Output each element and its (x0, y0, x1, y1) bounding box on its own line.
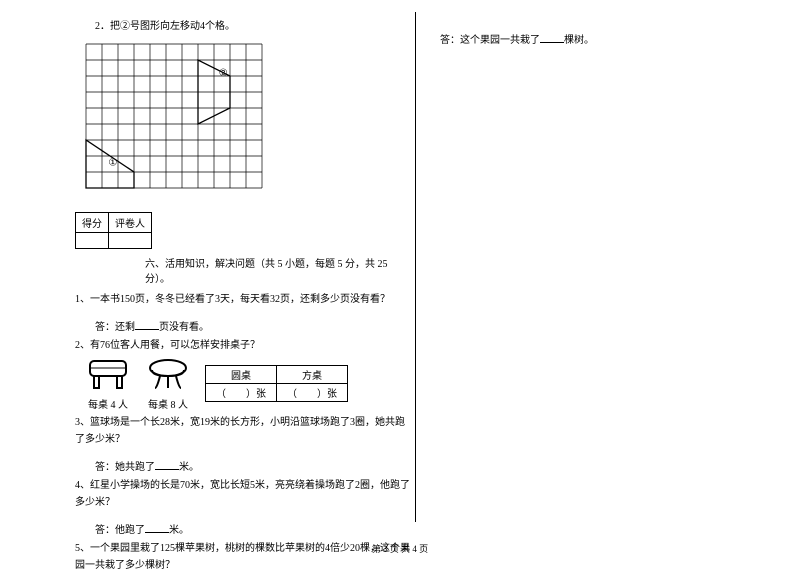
section-6-title: 六、活用知识，解决问题（共 5 小题，每题 5 分，共 25 分）。 (145, 255, 410, 285)
round-label: 每桌 8 人 (145, 397, 191, 414)
q2-move-text: 2．把②号图形向左移动4个格。 (95, 18, 410, 35)
a1-post: 页没有看。 (159, 322, 209, 333)
a1-line: 答：还剩 页没有看。 (95, 318, 410, 333)
column-divider (415, 12, 416, 522)
a5-post: 棵树。 (564, 35, 594, 46)
q3-text: 3、篮球场是一个长28米，宽19米的长方形，小明沿篮球场跑了3圈，她共跑了多少米… (75, 414, 410, 448)
table-images-row: 每桌 4 人 每桌 8 人 圆桌 方桌 （ ）张 (85, 358, 410, 414)
svg-text:②: ② (219, 68, 228, 79)
a5-line: 答：这个果园一共栽了 棵树。 (440, 32, 730, 49)
score-cell (76, 233, 109, 249)
grid-figure: ①② (85, 43, 410, 194)
a5-blank (540, 32, 564, 43)
a3-line: 答：她共跑了 米。 (95, 458, 410, 473)
page-footer: 第 3 页 共 4 页 (0, 542, 800, 555)
dt-c1: （ ）张 (206, 384, 277, 402)
a3-pre: 答：她共跑了 (95, 462, 155, 473)
a4-blank (145, 522, 169, 533)
grader-label: 评卷人 (109, 213, 152, 233)
round-table-block: 每桌 8 人 (145, 358, 191, 414)
a1-blank (135, 319, 159, 330)
dt-c2: （ ）张 (277, 384, 348, 402)
dt-h1: 圆桌 (206, 366, 277, 384)
left-column: 2．把②号图形向左移动4个格。 ①② 得分 评卷人 六、活用知识，解决问题（共 … (75, 18, 410, 574)
square-label: 每桌 4 人 (85, 397, 131, 414)
right-column: 答：这个果园一共栽了 棵树。 (430, 18, 730, 49)
a4-line: 答：他跑了 米。 (95, 521, 410, 536)
grader-cell (109, 233, 152, 249)
q1-text: 1、一本书150页，冬冬已经看了3天，每天看32页，还剩多少页没有看？ (75, 291, 410, 308)
a1-pre: 答：还剩 (95, 322, 135, 333)
q2-text: 2、有76位客人用餐，可以怎样安排桌子？ (75, 337, 410, 354)
datatable: 圆桌 方桌 （ ）张 （ ）张 (205, 365, 348, 402)
a4-post: 米。 (169, 525, 189, 536)
round-table-icon (145, 358, 191, 392)
a5-pre: 答：这个果园一共栽了 (440, 35, 540, 46)
score-label: 得分 (76, 213, 109, 233)
grid-svg: ①② (85, 43, 263, 189)
svg-text:①: ① (108, 158, 117, 169)
q4-text: 4、红星小学操场的长是70米，宽比长短5米，亮亮绕着操场跑了2圈，他跑了多少米？ (75, 477, 410, 511)
square-table-block: 每桌 4 人 (85, 358, 131, 414)
a3-post: 米。 (179, 462, 199, 473)
dt-h2: 方桌 (277, 366, 348, 384)
datatable-wrap: 圆桌 方桌 （ ）张 （ ）张 (205, 365, 348, 402)
exam-page: 2．把②号图形向左移动4个格。 ①② 得分 评卷人 六、活用知识，解决问题（共 … (0, 0, 800, 565)
square-table-icon (85, 358, 131, 392)
a3-blank (155, 459, 179, 470)
score-box: 得分 评卷人 (75, 212, 152, 249)
a4-pre: 答：他跑了 (95, 525, 145, 536)
